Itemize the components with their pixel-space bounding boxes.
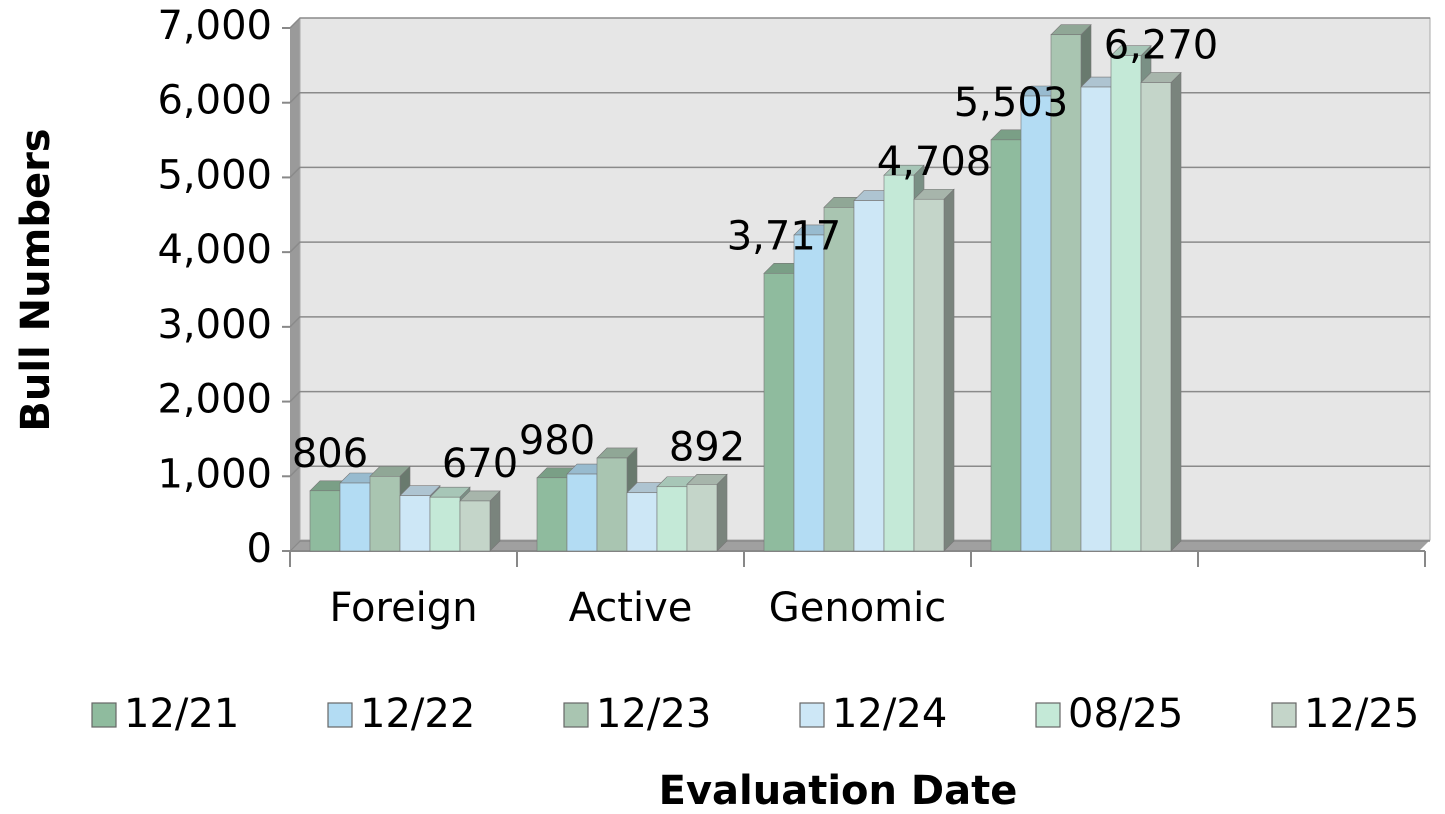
x-tick-label: Foreign bbox=[329, 585, 477, 631]
legend-swatch bbox=[327, 702, 353, 728]
bar-front bbox=[429, 496, 461, 552]
data-label: 3,717 bbox=[727, 213, 842, 259]
bar-front bbox=[1080, 86, 1112, 552]
y-tick-label: 5,000 bbox=[157, 152, 272, 198]
legend-swatch bbox=[1035, 702, 1061, 728]
data-label: 980 bbox=[519, 418, 595, 464]
bar-front bbox=[339, 482, 371, 552]
y-tick-label: 2,000 bbox=[157, 377, 272, 423]
bar-side bbox=[489, 490, 501, 552]
bar-front bbox=[656, 486, 688, 552]
bar-front bbox=[853, 200, 885, 552]
x-axis-title: Evaluation Date bbox=[659, 768, 1018, 814]
bar-front bbox=[1140, 82, 1172, 552]
bar-front bbox=[536, 477, 568, 552]
bar-front bbox=[399, 495, 431, 552]
bar-front bbox=[1050, 34, 1082, 552]
legend-swatch bbox=[563, 702, 589, 728]
bar-front bbox=[793, 234, 825, 552]
legend-swatch bbox=[1271, 702, 1297, 728]
x-tick-label: Genomic bbox=[769, 585, 947, 631]
bar-front bbox=[1110, 55, 1142, 552]
bar-front bbox=[566, 473, 598, 552]
bar bbox=[686, 473, 728, 552]
bar-side bbox=[943, 188, 955, 552]
legend-label: 12/24 bbox=[832, 691, 947, 737]
bar-side bbox=[716, 473, 728, 552]
bar bbox=[369, 465, 411, 552]
legend-swatch bbox=[799, 702, 825, 728]
legend-label: 12/23 bbox=[596, 691, 711, 737]
legend-label: 12/21 bbox=[124, 691, 239, 737]
bar-front bbox=[990, 139, 1022, 552]
bar bbox=[459, 490, 501, 552]
bar bbox=[913, 188, 955, 552]
bar-front bbox=[309, 490, 341, 552]
y-tick-label: 0 bbox=[247, 526, 272, 572]
legend-swatch bbox=[91, 702, 117, 728]
data-label: 6,270 bbox=[1104, 23, 1219, 69]
legend-label: 12/22 bbox=[360, 691, 475, 737]
x-tick-label: Active bbox=[569, 585, 693, 631]
data-label: 892 bbox=[669, 424, 745, 470]
y-tick-label: 1,000 bbox=[157, 451, 272, 497]
side-wall bbox=[290, 18, 300, 550]
y-tick-label: 6,000 bbox=[157, 78, 272, 124]
bar-front bbox=[823, 207, 855, 552]
y-tick-label: 7,000 bbox=[157, 3, 272, 49]
bar-front bbox=[626, 492, 658, 552]
y-tick-label: 4,000 bbox=[157, 227, 272, 273]
y-tick-label: 3,000 bbox=[157, 302, 272, 348]
data-label: 4,708 bbox=[877, 139, 992, 185]
data-label: 670 bbox=[442, 441, 518, 487]
bar-front bbox=[459, 500, 491, 552]
grid-line bbox=[289, 17, 1430, 29]
y-axis-title: Bull Numbers bbox=[13, 128, 59, 431]
data-label: 5,503 bbox=[954, 80, 1069, 126]
bar-front bbox=[763, 272, 795, 552]
bar-front bbox=[883, 174, 915, 552]
bar-front bbox=[596, 457, 628, 552]
bar bbox=[1140, 71, 1182, 552]
bar-front bbox=[369, 475, 401, 552]
legend-label: 08/25 bbox=[1068, 691, 1183, 737]
bar-front bbox=[686, 484, 718, 552]
bar-side bbox=[1170, 71, 1182, 552]
bar-front bbox=[913, 198, 945, 552]
bar-front bbox=[1020, 95, 1052, 552]
data-label: 806 bbox=[292, 431, 368, 477]
legend-label: 12/25 bbox=[1304, 691, 1419, 737]
